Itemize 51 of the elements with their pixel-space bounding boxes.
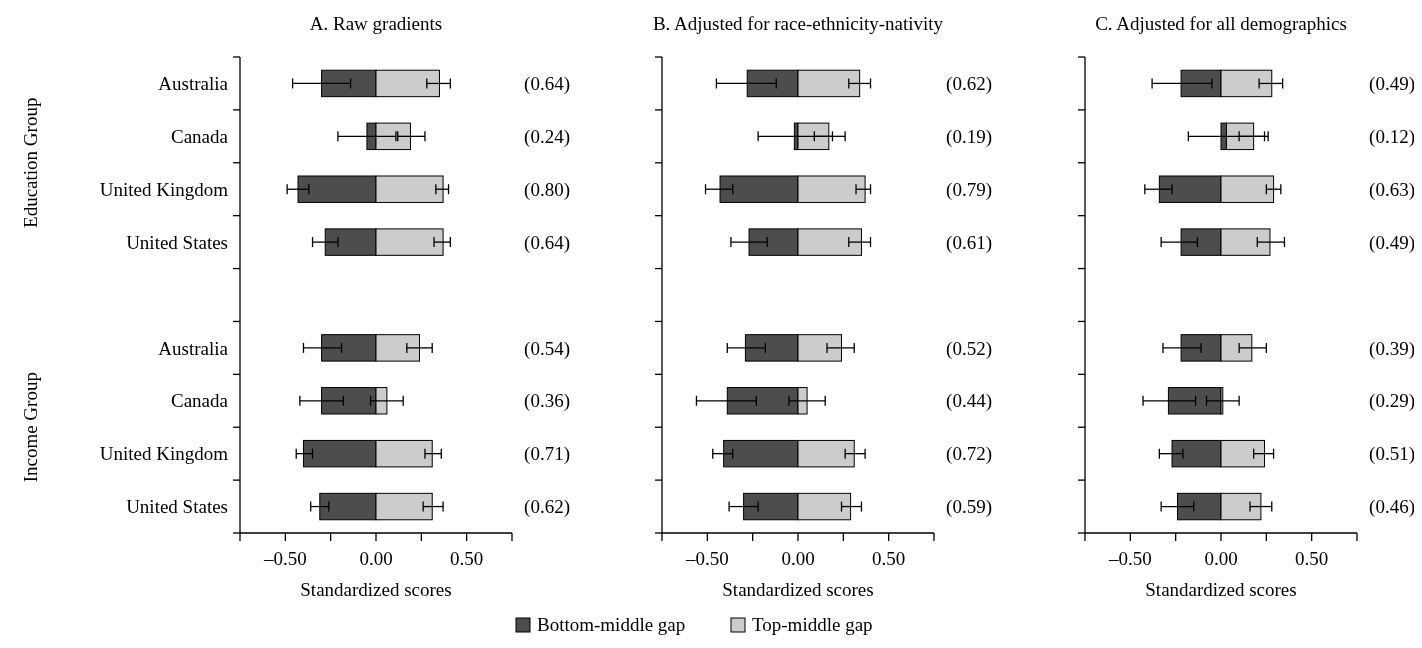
text: (0.64): [524, 231, 570, 254]
y-tick-label: United Kingdom: [99, 178, 229, 200]
y-tick-label: Canada: [171, 390, 229, 412]
x-tick-label: –0.50: [1107, 548, 1152, 569]
y-tick-label: Australia: [158, 337, 229, 359]
text: (0.51): [1369, 443, 1415, 466]
x-tick-label: 0.00: [781, 548, 815, 569]
x-axis-title: Standardized scores: [300, 579, 452, 600]
text: (0.62): [946, 73, 992, 96]
x-tick-label: 0.50: [450, 548, 484, 569]
text: (0.62): [524, 496, 570, 519]
text: (0.29): [1369, 390, 1415, 413]
x-tick-label: –0.50: [262, 548, 307, 569]
text: (0.36): [524, 390, 570, 413]
chart-title: C. Adjusted for all demographics: [1095, 13, 1347, 34]
text: (0.39): [1369, 337, 1415, 360]
x-tick-label: 0.00: [359, 548, 393, 569]
text: (0.80): [524, 178, 570, 201]
text: (0.12): [1369, 125, 1415, 148]
legend-label: Top-middle gap: [752, 614, 873, 635]
x-axis-title: Standardized scores: [722, 579, 874, 600]
x-axis-title: Standardized scores: [1145, 579, 1297, 600]
x-tick-label: 0.50: [872, 548, 906, 569]
chart-title: A. Raw gradients: [309, 13, 443, 34]
chart-title: B. Adjusted for race-ethnicity-nativity: [652, 13, 944, 34]
y-tick-label: United States: [126, 496, 228, 518]
y-tick-label: United Kingdom: [99, 443, 229, 465]
text: (0.49): [1369, 231, 1415, 254]
text: (0.64): [524, 73, 570, 96]
text: Income Group: [19, 372, 41, 483]
text: (0.54): [524, 337, 570, 360]
text: (0.71): [524, 443, 570, 466]
text: (0.24): [524, 125, 570, 148]
text: (0.19): [946, 125, 992, 148]
x-tick-label: –0.50: [684, 548, 729, 569]
text: (0.49): [1369, 73, 1415, 96]
y-tick-label: Australia: [158, 73, 229, 95]
text: (0.44): [946, 390, 992, 413]
text: (0.79): [946, 178, 992, 201]
text: (0.72): [946, 443, 992, 466]
text: (0.59): [946, 496, 992, 519]
text: (0.52): [946, 337, 992, 360]
text: Education Group: [19, 97, 41, 228]
y-tick-label: Canada: [171, 125, 229, 147]
x-tick-label: 0.50: [1295, 548, 1329, 569]
text: (0.61): [946, 231, 992, 254]
legend-label: Bottom-middle gap: [537, 614, 686, 635]
text: (0.46): [1369, 496, 1415, 519]
y-tick-label: United States: [126, 231, 228, 253]
text: (0.63): [1369, 178, 1415, 201]
x-tick-label: 0.00: [1204, 548, 1238, 569]
